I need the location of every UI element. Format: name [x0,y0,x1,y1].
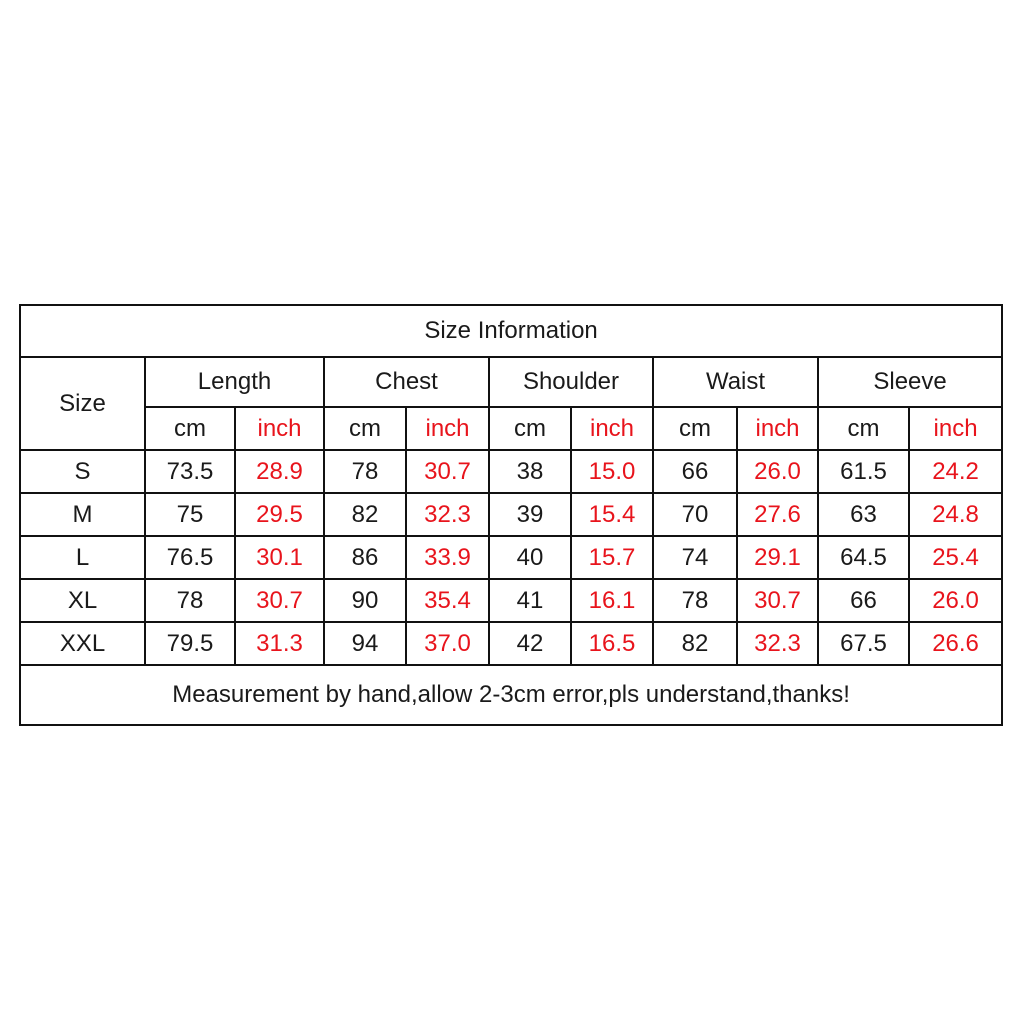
table-title: Size Information [18,304,1004,358]
unit-header-cm: cm [652,406,738,451]
inch-value: 16.5 [570,621,654,666]
cm-value: 39 [488,492,572,537]
size-label: S [19,449,146,494]
unit-header-inch: inch [907,406,1004,451]
inch-value: 32.3 [405,492,490,537]
cm-value: 40 [488,535,572,580]
unit-header-inch: inch [736,406,819,451]
inch-value: 30.7 [405,449,490,494]
column-group-chest: Chest [323,356,490,408]
unit-header-inch: inch [405,406,490,451]
inch-value: 29.5 [234,492,325,537]
column-group-length: Length [144,356,325,408]
cm-value: 73.5 [144,449,236,494]
inch-value: 31.3 [234,621,325,666]
table-row: XXL 79.5 31.3 94 37.0 42 16.5 82 32.3 67.5 26.6 [19,621,1004,666]
inch-value: 29.1 [736,535,819,580]
inch-value: 15.0 [570,449,654,494]
cm-value: 38 [488,449,572,494]
size-label: M [19,492,146,537]
cm-value: 63 [817,492,910,537]
inch-value: 35.4 [405,578,490,623]
size-chart-table: Size Information Size Length Chest Shoulde… [18,304,1004,726]
cm-value: 61.5 [817,449,910,494]
cm-value: 78 [323,449,407,494]
cm-value: 78 [144,578,236,623]
cm-value: 76.5 [144,535,236,580]
column-group-shoulder: Shoulder [488,356,654,408]
table-row: S 73.5 28.9 78 30.7 38 15.0 66 26.0 61.5 24.2 [19,449,1004,494]
size-label: XXL [19,621,146,666]
cm-value: 66 [652,449,738,494]
inch-value: 30.7 [736,578,819,623]
size-label: L [19,535,146,580]
inch-value: 15.7 [570,535,654,580]
cm-value: 82 [652,621,738,666]
table-row: M 75 29.5 82 32.3 39 15.4 70 27.6 63 24.8 [19,492,1004,537]
unit-header-cm: cm [144,406,236,451]
inch-value: 33.9 [405,535,490,580]
inch-value: 24.8 [907,492,1004,537]
column-group-waist: Waist [652,356,819,408]
footer-note: Measurement by hand,allow 2-3cm error,pl… [18,664,1004,726]
cm-value: 64.5 [817,535,910,580]
cm-value: 94 [323,621,407,666]
unit-header-inch: inch [570,406,654,451]
unit-header-cm: cm [488,406,572,451]
cm-value: 42 [488,621,572,666]
cm-value: 79.5 [144,621,236,666]
inch-value: 30.7 [234,578,325,623]
inch-value: 32.3 [736,621,819,666]
inch-value: 26.6 [907,621,1004,666]
inch-value: 37.0 [405,621,490,666]
cm-value: 75 [144,492,236,537]
inch-value: 26.0 [736,449,819,494]
column-group-sleeve: Sleeve [816,356,1004,408]
table-row: L 76.5 30.1 86 33.9 40 15.7 74 29.1 64.5 25.4 [19,535,1004,580]
cm-value: 90 [323,578,407,623]
cm-value: 70 [652,492,738,537]
cm-value: 74 [652,535,738,580]
cm-value: 78 [652,578,738,623]
table-row: XL 78 30.7 90 35.4 41 16.1 78 30.7 66 26.0 [19,578,1004,623]
inch-value: 26.0 [907,578,1004,623]
cm-value: 67.5 [817,621,910,666]
inch-value: 15.4 [570,492,654,537]
cm-value: 82 [323,492,407,537]
inch-value: 24.2 [907,449,1004,494]
size-label: XL [19,578,146,623]
unit-header-inch: inch [234,406,325,451]
cm-value: 41 [488,578,572,623]
unit-header-cm: cm [817,406,910,451]
inch-value: 25.4 [907,535,1004,580]
inch-value: 30.1 [234,535,325,580]
cm-value: 66 [817,578,910,623]
inch-value: 16.1 [570,578,654,623]
inch-value: 28.9 [234,449,325,494]
cm-value: 86 [323,535,407,580]
size-header: Size [19,356,146,451]
inch-value: 27.6 [736,492,819,537]
unit-header-cm: cm [323,406,407,451]
